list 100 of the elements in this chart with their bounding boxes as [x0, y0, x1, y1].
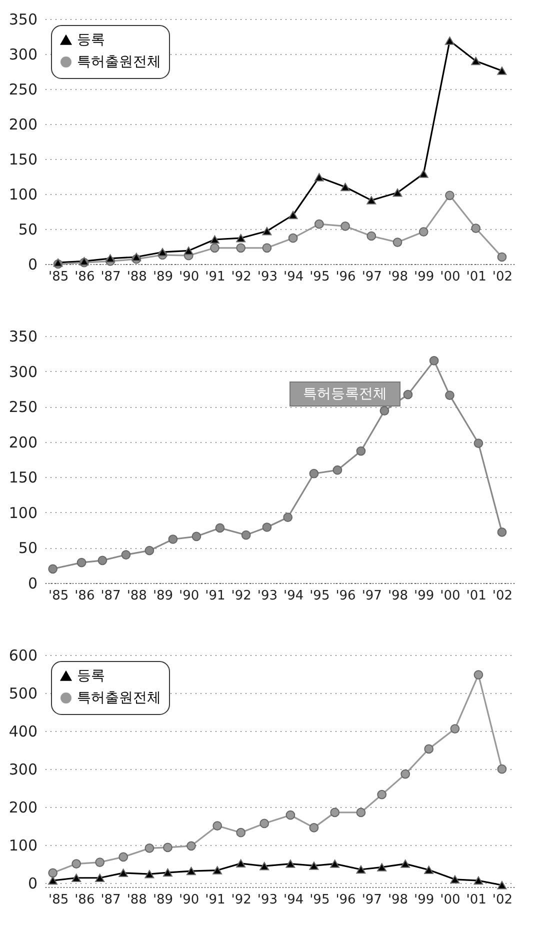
point [366, 231, 376, 241]
x-tick-label: '92 [231, 270, 252, 284]
x-tick-label: '98 [388, 270, 408, 284]
point [309, 822, 319, 832]
point [72, 859, 82, 868]
x-tick-label: '93 [257, 892, 278, 908]
point [450, 724, 460, 734]
x-tick-label: '89 [152, 270, 174, 284]
point [132, 252, 142, 262]
point [48, 564, 58, 574]
point [366, 196, 376, 204]
x-tick-label: '92 [231, 588, 252, 604]
x-tick-label: '01 [466, 892, 486, 908]
y-tick-label: 350 [8, 10, 38, 28]
annotation: 특허등록전체 [303, 386, 387, 402]
point [400, 860, 410, 868]
point [403, 390, 413, 400]
point [497, 252, 507, 262]
point [340, 222, 350, 231]
point [471, 56, 481, 66]
point [309, 862, 319, 870]
x-tick-label: '95 [310, 892, 330, 908]
point [106, 254, 115, 263]
point [210, 235, 220, 244]
point [497, 880, 507, 890]
point [400, 769, 410, 779]
x-tick-label: '00 [440, 892, 460, 908]
x-tick-label: '96 [336, 892, 356, 908]
point [497, 764, 507, 774]
point [236, 859, 246, 868]
y-tick-label: 150 [8, 468, 38, 487]
y-tick-label: 250 [8, 398, 38, 416]
point [118, 868, 128, 878]
point [186, 866, 196, 876]
point [356, 865, 366, 874]
y-tick-label: 0 [28, 574, 38, 592]
x-tick-label: '00 [440, 588, 460, 604]
point [241, 530, 251, 540]
x-tick-label: '96 [336, 588, 356, 604]
point [168, 534, 178, 544]
point [445, 36, 454, 45]
legend-label: 등록 [77, 668, 105, 684]
y-tick-label: 200 [8, 798, 38, 817]
x-tick-label: '02 [492, 588, 513, 604]
point [163, 842, 172, 852]
x-tick-label: '98 [388, 588, 408, 604]
x-tick-label: '87 [100, 892, 121, 908]
x-tick-label: '90 [179, 270, 200, 284]
point [286, 810, 296, 820]
point [330, 860, 340, 868]
point [158, 248, 168, 256]
y-tick-label: 600 [8, 646, 38, 664]
point [288, 210, 298, 220]
point [118, 852, 128, 862]
point [332, 465, 342, 475]
x-tick-label: '88 [126, 892, 147, 908]
point [144, 546, 154, 556]
x-tick-label: '97 [362, 270, 382, 284]
point [184, 246, 194, 255]
x-tick-label: '92 [231, 892, 252, 908]
point [377, 863, 387, 872]
point [48, 876, 58, 885]
x-tick-label: '89 [152, 588, 174, 604]
x-tick-label: '86 [74, 588, 95, 604]
y-tick-label: 350 [8, 328, 38, 346]
x-tick-label: '02 [492, 270, 513, 284]
x-tick-label: '90 [179, 588, 200, 604]
y-tick-label: 400 [8, 722, 38, 741]
x-tick-label: '99 [414, 270, 434, 284]
point [471, 224, 481, 233]
point [144, 844, 154, 853]
x-tick-label: '01 [466, 588, 486, 604]
y-tick-label: 500 [8, 684, 38, 703]
point [163, 868, 172, 877]
point [330, 808, 340, 818]
x-tick-label: '87 [100, 270, 121, 284]
x-tick-label: '88 [126, 588, 147, 604]
point [309, 468, 319, 478]
point [380, 406, 390, 416]
point [236, 243, 246, 253]
point [450, 875, 460, 884]
y-tick-label: 100 [8, 836, 38, 855]
x-tick-label: '95 [310, 588, 330, 604]
point [424, 866, 434, 874]
point [356, 808, 366, 818]
x-tick-label: '85 [48, 588, 69, 604]
point [215, 523, 225, 533]
x-tick-label: '99 [414, 588, 434, 604]
x-tick-label: '94 [283, 270, 304, 284]
x-tick-label: '85 [48, 892, 69, 908]
y-tick-label: 150 [8, 150, 38, 168]
x-tick-label: '02 [492, 892, 513, 908]
x-tick-label: '97 [362, 892, 382, 908]
point [424, 744, 434, 754]
point [236, 828, 246, 838]
x-tick-label: '85 [48, 270, 69, 284]
x-tick-label: '88 [126, 270, 147, 284]
point [144, 870, 154, 878]
point [98, 556, 108, 566]
x-tick-label: '94 [283, 588, 304, 604]
